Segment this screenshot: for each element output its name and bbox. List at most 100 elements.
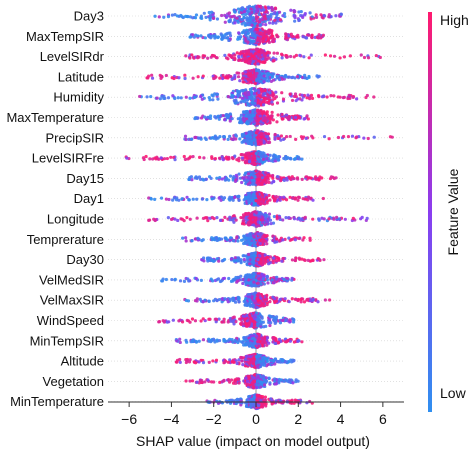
- shap-point: [300, 93, 304, 97]
- shap-point: [164, 277, 168, 282]
- shap-point: [240, 22, 244, 26]
- shap-point: [234, 95, 238, 99]
- shap-point: [170, 13, 174, 17]
- shap-point: [316, 94, 321, 98]
- shap-point: [186, 277, 190, 281]
- shap-point: [236, 276, 240, 280]
- shap-point: [185, 215, 189, 220]
- shap-point: [313, 35, 317, 40]
- feature-label: Humidity: [53, 90, 104, 105]
- shap-point: [198, 177, 203, 181]
- shap-point: [285, 176, 289, 180]
- shap-point: [153, 156, 157, 160]
- shap-point: [204, 15, 208, 19]
- shap-point: [211, 279, 215, 283]
- shap-point: [372, 95, 376, 99]
- shap-point: [256, 139, 260, 144]
- shap-point: [223, 53, 227, 58]
- shap-point: [253, 202, 257, 206]
- shap-point: [186, 299, 191, 303]
- shap-point: [271, 173, 275, 178]
- shap-point: [257, 232, 261, 236]
- shap-point: [262, 74, 266, 78]
- shap-point: [284, 36, 288, 40]
- shap-point: [265, 100, 269, 104]
- shap-point: [296, 298, 300, 303]
- shap-point: [316, 36, 321, 40]
- shap-point: [338, 95, 342, 99]
- shap-point: [258, 202, 263, 206]
- shap-point: [188, 35, 192, 39]
- shap-point: [272, 59, 276, 63]
- shap-point: [318, 175, 322, 179]
- shap-point: [247, 176, 251, 180]
- shap-point: [250, 95, 254, 99]
- shap-point: [257, 159, 261, 164]
- shap-point: [237, 54, 241, 59]
- shap-point: [239, 113, 243, 117]
- shap-point: [193, 116, 197, 121]
- shap-point: [277, 257, 281, 261]
- shap-point: [200, 197, 204, 201]
- shap-point: [322, 134, 327, 139]
- shap-point: [222, 135, 226, 139]
- shap-point: [177, 198, 181, 202]
- shap-point: [256, 129, 260, 133]
- shap-point: [242, 234, 246, 238]
- shap-point: [314, 15, 319, 19]
- shap-point: [145, 95, 149, 99]
- shap-point: [203, 115, 207, 119]
- shap-point: [274, 90, 278, 94]
- shap-point: [233, 256, 237, 260]
- shap-point: [303, 13, 307, 17]
- shap-point: [258, 79, 262, 84]
- shap-point: [267, 180, 271, 184]
- shap-point: [248, 262, 252, 266]
- shap-point: [138, 94, 142, 99]
- shap-point: [306, 258, 310, 262]
- shap-point: [257, 178, 261, 182]
- shap-point: [308, 11, 312, 15]
- shap-point: [243, 23, 247, 27]
- shap-point: [246, 37, 250, 41]
- shap-point: [240, 156, 245, 160]
- shap-point: [342, 134, 346, 139]
- shap-point: [207, 33, 211, 37]
- shap-point: [234, 218, 238, 222]
- shap-point: [187, 198, 191, 202]
- shap-point: [258, 23, 262, 27]
- shap-point: [230, 55, 234, 60]
- shap-point: [268, 21, 272, 25]
- shap-point: [301, 197, 305, 201]
- shap-point: [166, 96, 171, 100]
- shap-point: [245, 281, 249, 285]
- shap-point: [229, 74, 233, 79]
- shap-point: [280, 91, 284, 95]
- shap-point: [250, 23, 254, 27]
- shap-point: [307, 33, 311, 37]
- shap-point: [302, 55, 306, 59]
- shap-point: [277, 155, 281, 159]
- shap-point: [252, 223, 256, 227]
- shap-point: [219, 198, 223, 202]
- shap-point: [228, 31, 232, 35]
- shap-point: [249, 275, 253, 280]
- shap-point: [268, 91, 272, 95]
- shap-point: [322, 94, 326, 98]
- shap-point: [261, 111, 265, 115]
- shap-point: [223, 36, 227, 40]
- shap-point: [183, 134, 188, 138]
- shap-point: [258, 18, 262, 23]
- shap-point: [251, 155, 255, 159]
- shap-point: [208, 18, 212, 22]
- shap-point: [266, 95, 270, 99]
- shap-point: [296, 116, 301, 120]
- shap-point: [202, 11, 206, 15]
- shap-point: [311, 217, 315, 221]
- shap-point: [228, 195, 232, 199]
- shap-point: [228, 19, 232, 23]
- shap-point: [271, 176, 275, 180]
- shap-point: [158, 97, 162, 101]
- shap-point: [266, 281, 270, 285]
- shap-point: [267, 6, 271, 10]
